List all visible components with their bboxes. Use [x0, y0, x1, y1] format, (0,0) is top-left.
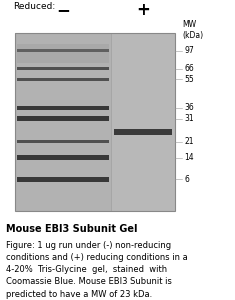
Text: Reduced:: Reduced:: [13, 2, 55, 11]
Bar: [17, 155, 109, 160]
Bar: [17, 140, 109, 143]
Bar: [17, 106, 109, 110]
Bar: [15, 33, 111, 211]
Text: 97: 97: [184, 46, 194, 55]
Text: Figure: 1 ug run under (-) non-reducing
conditions and (+) reducing conditions i: Figure: 1 ug run under (-) non-reducing …: [6, 241, 188, 298]
Text: 14: 14: [184, 153, 194, 162]
Bar: [114, 129, 172, 135]
Text: 21: 21: [184, 137, 194, 146]
Text: 36: 36: [184, 103, 194, 112]
Bar: [17, 67, 109, 70]
Bar: [17, 177, 109, 182]
Bar: [17, 116, 109, 121]
Text: +: +: [136, 1, 150, 19]
Text: 66: 66: [184, 64, 194, 73]
Text: MW
(kDa): MW (kDa): [182, 20, 203, 40]
Bar: [111, 33, 175, 211]
Text: 55: 55: [184, 75, 194, 84]
Text: −: −: [56, 1, 70, 19]
Text: 31: 31: [184, 114, 194, 123]
Text: 6: 6: [184, 175, 189, 184]
Bar: [17, 50, 109, 52]
Bar: [17, 78, 109, 81]
Text: Mouse EBI3 Subunit Gel: Mouse EBI3 Subunit Gel: [6, 224, 137, 234]
Bar: [17, 44, 109, 63]
Bar: [15, 33, 175, 211]
